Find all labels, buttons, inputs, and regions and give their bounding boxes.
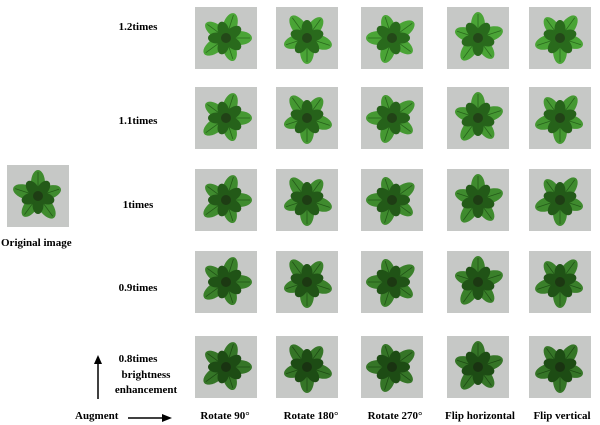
- augment-label: Augment: [75, 410, 119, 422]
- plant-icon: [454, 12, 503, 61]
- plant-icon: [454, 174, 503, 223]
- plant-icon: [283, 259, 332, 308]
- augmented-image-r3-c3: [361, 169, 423, 231]
- augmented-image-r4-c2: [276, 251, 338, 313]
- augmented-image-r4-c5: [529, 251, 591, 313]
- augmented-image-r1-c4: [447, 7, 509, 69]
- augmented-image-r3-c5: [529, 169, 591, 231]
- plant-icon: [203, 175, 252, 224]
- augmented-image-r1-c2: [276, 7, 338, 69]
- augment-arrow-icon: [128, 414, 172, 422]
- plant-icon: [203, 342, 252, 391]
- plant-icon: [366, 258, 415, 307]
- brightness-arrow-icon: [94, 355, 102, 399]
- augmented-image-r5-c1: [195, 336, 257, 398]
- row-label-1-1: 1.1times: [118, 115, 158, 127]
- plant-icon: [366, 94, 415, 143]
- brightness-label: brightness: [121, 369, 171, 381]
- augmented-image-r3-c4: [447, 169, 509, 231]
- plant-icon: [454, 92, 503, 141]
- plant-icon: [13, 170, 62, 219]
- plant-icon: [283, 95, 332, 144]
- augmented-image-r4-c1: [195, 251, 257, 313]
- augmented-image-r3-c1: [195, 169, 257, 231]
- augmented-image-r4-c3: [361, 251, 423, 313]
- plant-icon: [283, 15, 332, 64]
- plant-icon: [454, 341, 503, 390]
- augmented-image-r2-c3: [361, 87, 423, 149]
- plant-icon: [535, 15, 584, 64]
- row-label-0-8: 0.8times: [118, 353, 158, 365]
- augmented-image-r1-c3: [361, 7, 423, 69]
- augmented-image-r4-c4: [447, 251, 509, 313]
- row-label-0-9: 0.9times: [118, 282, 158, 294]
- plant-icon: [366, 176, 415, 225]
- augmented-image-r2-c2: [276, 87, 338, 149]
- augmented-image-r3-c2: [276, 169, 338, 231]
- plant-icon: [535, 177, 584, 226]
- original-image-label: Original image: [1, 237, 72, 249]
- col-label-flip-horizontal: Flip horizontal: [445, 410, 515, 422]
- plant-icon: [454, 256, 503, 305]
- augmented-image-r5-c4: [447, 336, 509, 398]
- enhancement-label: enhancement: [114, 384, 178, 396]
- col-label-rotate-180: Rotate 180°: [283, 410, 339, 422]
- augmented-image-r5-c5: [529, 336, 591, 398]
- plant-icon: [283, 344, 332, 393]
- plant-icon: [203, 257, 252, 306]
- augmented-image-r2-c4: [447, 87, 509, 149]
- plant-icon: [535, 344, 584, 393]
- plant-icon: [535, 259, 584, 308]
- plant-icon: [283, 177, 332, 226]
- original-image: [7, 165, 69, 227]
- augmented-image-r5-c3: [361, 336, 423, 398]
- augmented-image-r2-c1: [195, 87, 257, 149]
- augmented-image-r1-c5: [529, 7, 591, 69]
- row-label-1-2: 1.2times: [118, 21, 158, 33]
- augmented-image-r2-c5: [529, 87, 591, 149]
- plant-icon: [535, 95, 584, 144]
- plant-icon: [203, 93, 252, 142]
- augmented-image-r1-c1: [195, 7, 257, 69]
- col-label-rotate-90: Rotate 90°: [200, 410, 250, 422]
- plant-icon: [366, 14, 415, 63]
- augmented-image-r5-c2: [276, 336, 338, 398]
- col-label-flip-vertical: Flip vertical: [533, 410, 591, 422]
- plant-icon: [203, 13, 252, 62]
- row-label-1: 1times: [122, 199, 154, 211]
- col-label-rotate-270: Rotate 270°: [367, 410, 423, 422]
- plant-icon: [366, 343, 415, 392]
